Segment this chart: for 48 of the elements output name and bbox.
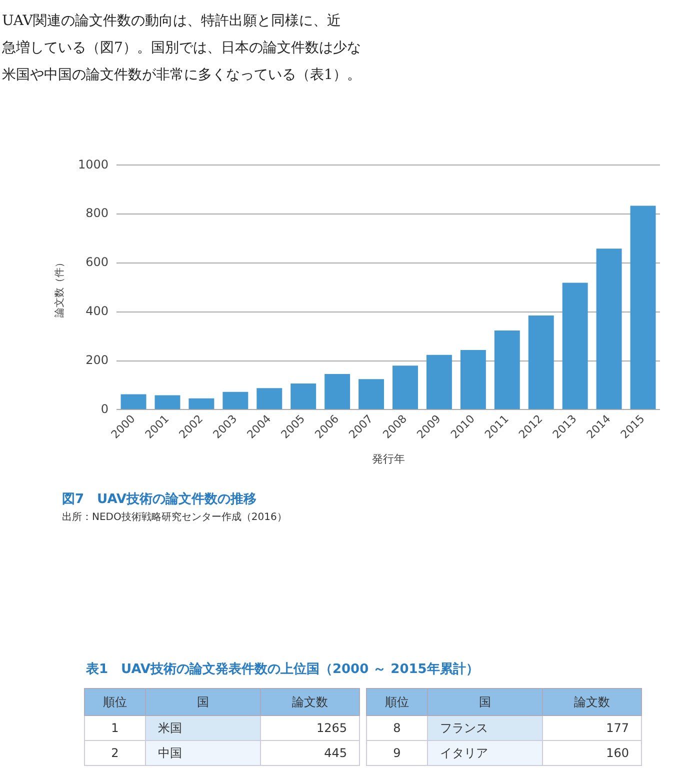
bar: [528, 316, 554, 410]
bar: [460, 350, 486, 410]
category-label: 論文数: [542, 688, 642, 716]
y-tick-label: 0: [100, 402, 109, 416]
text: 1265: [260, 716, 360, 740]
category-label: 論文数: [260, 688, 360, 716]
text: 表1 UAV技術の論文発表件数の上位国（2000 ～ 2015年累計）: [86, 660, 479, 678]
bar: [290, 384, 316, 410]
bar: [392, 366, 418, 410]
x-axis-title: 発行年: [372, 452, 405, 466]
bar: [358, 379, 384, 410]
bar: [596, 248, 622, 410]
text: 177: [542, 716, 642, 740]
text: 1: [84, 716, 146, 740]
text: 9: [366, 740, 428, 766]
bar: [494, 330, 520, 410]
bar: [120, 394, 146, 410]
y-tick-label: 600: [86, 255, 109, 270]
bar: [562, 282, 588, 410]
text: 8: [366, 716, 428, 740]
text: 中国: [146, 740, 260, 766]
y-tick-label: 1000: [78, 157, 109, 172]
text: 445: [260, 740, 360, 766]
text: 急増している（図7）。国別では、日本の論文件数は少な: [2, 39, 361, 58]
text: UAV関連の論文件数の動向は、特許出願と同様に、近: [2, 12, 342, 31]
y-tick-label: 200: [86, 352, 109, 367]
text: 米国: [146, 716, 260, 740]
category-label: 順位: [84, 688, 146, 716]
bar: [630, 206, 656, 410]
text: 出所：NEDO技術戦略研究センター作成（2016）: [62, 510, 287, 524]
category-label: 国: [428, 688, 542, 716]
text: 図7 UAV技術の論文件数の推移: [62, 490, 256, 508]
text: 2: [84, 740, 146, 766]
bar: [154, 395, 180, 410]
category-label: 国: [146, 688, 260, 716]
y-tick-label: 400: [86, 304, 109, 318]
text: イタリア: [428, 740, 542, 766]
bar: [256, 388, 282, 410]
bar: [324, 374, 350, 410]
category-label: 順位: [366, 688, 428, 716]
y-axis-title: 論文数（件）: [54, 257, 66, 318]
text: 米国や中国の論文件数が非常に多くなっている（表1）。: [2, 66, 361, 85]
text: 160: [542, 740, 642, 766]
text: フランス: [428, 716, 542, 740]
y-tick-label: 800: [86, 206, 109, 220]
bar: [426, 354, 452, 410]
bar: [188, 398, 214, 410]
bar: [222, 392, 248, 410]
